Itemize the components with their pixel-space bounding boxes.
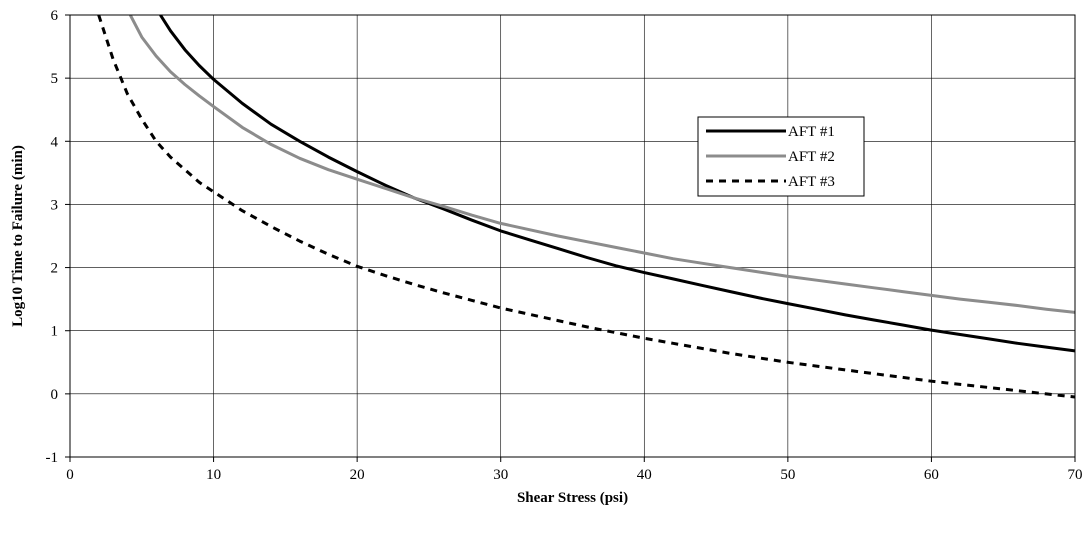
- y-tick-label: 2: [51, 261, 59, 277]
- grid: [69, 14, 1076, 458]
- x-tick-label: 10: [206, 467, 221, 483]
- x-tick-label: 70: [1068, 467, 1083, 483]
- y-axis-ticks: -1 0 1 2 3 4 5 6: [46, 8, 70, 466]
- x-tick-label: 60: [924, 467, 939, 483]
- x-tick-label: 30: [493, 467, 508, 483]
- x-tick-label: 20: [350, 467, 365, 483]
- legend-label-3: AFT #3: [788, 174, 835, 190]
- y-tick-label: 5: [51, 71, 59, 87]
- series-line-2: [128, 15, 1075, 314]
- y-tick-label: 0: [51, 387, 59, 403]
- x-tick-label: 50: [780, 467, 795, 483]
- series-line-1: [159, 15, 1075, 353]
- x-axis-ticks: 0 10 20 30 40 50 60 70: [66, 457, 1083, 483]
- y-axis-title: Log10 Time to Failure (min): [10, 145, 26, 327]
- series-line-3: [97, 15, 1075, 399]
- legend-label-2: AFT #2: [788, 149, 835, 165]
- x-axis-title: Shear Stress (psi): [517, 490, 628, 506]
- x-tick-label: 0: [66, 467, 74, 483]
- y-tick-label: 3: [51, 197, 59, 213]
- legend-label-1: AFT #1: [788, 124, 835, 140]
- plot-frame: [69, 14, 1076, 458]
- y-tick-label: -1: [46, 450, 59, 466]
- legend: AFT #1 AFT #2 AFT #3: [697, 116, 865, 197]
- y-tick-label: 6: [51, 8, 59, 24]
- y-tick-label: 1: [51, 324, 59, 340]
- series-layer: [97, 15, 1075, 399]
- x-tick-label: 40: [637, 467, 652, 483]
- y-tick-label: 4: [51, 134, 59, 150]
